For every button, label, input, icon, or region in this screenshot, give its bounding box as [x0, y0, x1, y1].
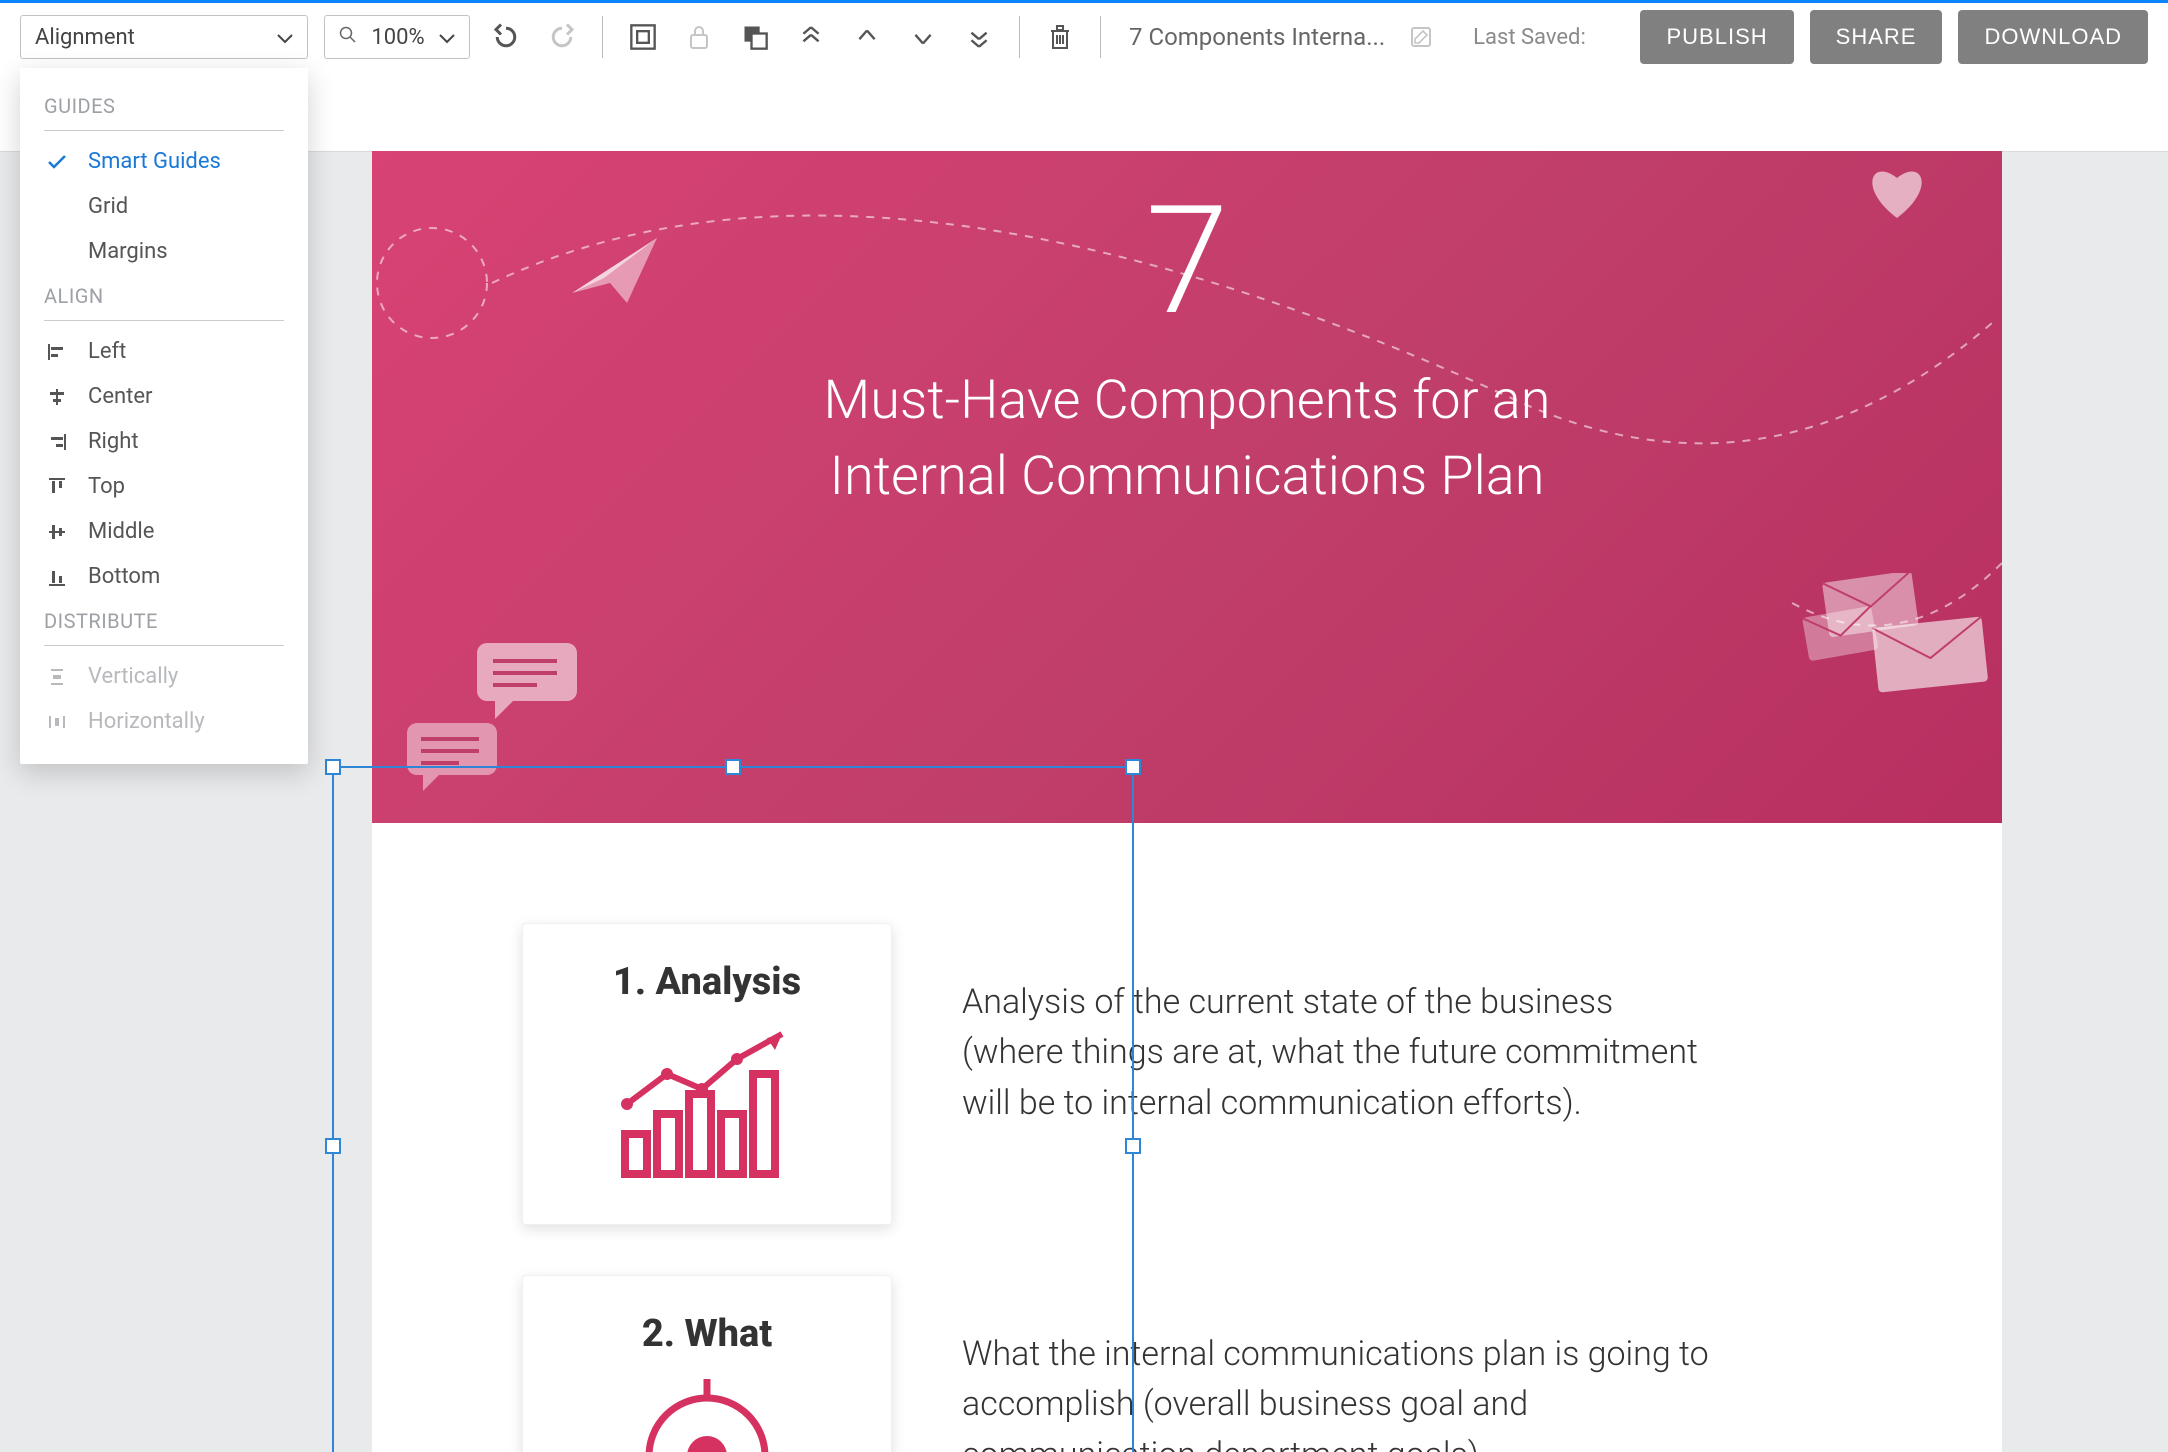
- menu-item-label: Horizontally: [88, 709, 205, 734]
- search-icon: [339, 25, 357, 50]
- card-analysis[interactable]: 1. Analysis: [522, 923, 892, 1225]
- zoom-dropdown[interactable]: 100%: [324, 15, 470, 59]
- align-left-icon: [44, 342, 70, 362]
- main-toolbar: Alignment 100%: [0, 3, 2168, 71]
- menu-item-align-top[interactable]: Top: [20, 464, 308, 509]
- hero-title-line1: Must-Have Components for an: [824, 369, 1551, 432]
- chevron-down-icon: [277, 25, 293, 50]
- selection-handle[interactable]: [325, 1138, 341, 1154]
- section-label-guides: GUIDES: [20, 84, 308, 126]
- hero-title-line2: Internal Communications Plan: [830, 445, 1545, 508]
- edit-title-button[interactable]: [1401, 17, 1441, 57]
- menu-item-label: Left: [88, 339, 126, 364]
- undo-button[interactable]: [486, 17, 526, 57]
- bar-chart-growth-icon: [617, 1024, 797, 1184]
- check-icon: [44, 154, 70, 170]
- last-saved-label: Last Saved:: [1473, 25, 1586, 50]
- card-title: 2. What: [551, 1312, 863, 1356]
- bring-forward-button[interactable]: [847, 17, 887, 57]
- section-divider: [44, 645, 284, 646]
- card-description: What the internal communications plan is…: [962, 1275, 1722, 1452]
- menu-item-label: Middle: [88, 519, 154, 544]
- menu-item-label: Grid: [88, 194, 128, 219]
- target-icon: [617, 1376, 797, 1452]
- selection-handle[interactable]: [325, 759, 341, 775]
- menu-item-label: Top: [88, 474, 125, 499]
- chat-bubble-icon: [477, 643, 587, 725]
- menu-item-smart-guides[interactable]: Smart Guides: [20, 139, 308, 184]
- paper-plane-icon: [572, 238, 662, 308]
- content-row: 2. What What the internal communications…: [522, 1275, 1942, 1452]
- document-title: 7 Components Interna...: [1129, 23, 1385, 51]
- menu-item-distribute-vertically: Vertically: [20, 654, 308, 699]
- section-divider: [44, 320, 284, 321]
- menu-item-align-right[interactable]: Right: [20, 419, 308, 464]
- redo-button[interactable]: [542, 17, 582, 57]
- heart-icon: [1862, 163, 1932, 223]
- group-button[interactable]: [623, 17, 663, 57]
- align-center-icon: [44, 387, 70, 407]
- menu-item-label: Vertically: [88, 664, 178, 689]
- share-button[interactable]: SHARE: [1810, 10, 1943, 64]
- align-right-icon: [44, 432, 70, 452]
- delete-button[interactable]: [1040, 17, 1080, 57]
- hero-title: Must-Have Components for an Internal Com…: [372, 363, 2002, 514]
- card-title: 1. Analysis: [551, 960, 863, 1004]
- card-what[interactable]: 2. What: [522, 1275, 892, 1452]
- send-to-back-button[interactable]: [959, 17, 999, 57]
- zoom-dropdown-label: 100%: [371, 25, 424, 50]
- lock-button[interactable]: [679, 17, 719, 57]
- canvas-area[interactable]: 7 Must-Have Components for an Internal C…: [0, 151, 2168, 1452]
- alignment-dropdown-panel: GUIDES Smart Guides Grid Margins ALIGN L…: [20, 68, 308, 764]
- copy-button[interactable]: [735, 17, 775, 57]
- distribute-vertical-icon: [44, 667, 70, 687]
- toolbar-divider: [1019, 16, 1020, 58]
- content-row: 1. Analysis: [522, 923, 1942, 1225]
- menu-item-label: Smart Guides: [88, 149, 221, 174]
- menu-item-label: Margins: [88, 239, 168, 264]
- section-label-align: ALIGN: [20, 274, 308, 316]
- card-description: Analysis of the current state of the bus…: [962, 923, 1722, 1128]
- infographic-page[interactable]: 7 Must-Have Components for an Internal C…: [372, 151, 2002, 1452]
- menu-item-margins[interactable]: Margins: [20, 229, 308, 274]
- envelopes-icon: [1802, 573, 1992, 703]
- menu-item-align-middle[interactable]: Middle: [20, 509, 308, 554]
- menu-item-distribute-horizontally: Horizontally: [20, 699, 308, 744]
- section-label-distribute: DISTRIBUTE: [20, 599, 308, 641]
- toolbar-divider: [1100, 16, 1101, 58]
- menu-item-grid[interactable]: Grid: [20, 184, 308, 229]
- align-bottom-icon: [44, 567, 70, 587]
- alignment-dropdown[interactable]: Alignment: [20, 15, 308, 59]
- alignment-dropdown-label: Alignment: [35, 25, 135, 50]
- chevron-down-icon: [439, 25, 455, 50]
- align-top-icon: [44, 477, 70, 497]
- publish-button[interactable]: PUBLISH: [1640, 10, 1793, 64]
- section-divider: [44, 130, 284, 131]
- hero-number: 7: [1145, 173, 1228, 349]
- hero-section[interactable]: 7 Must-Have Components for an Internal C…: [372, 151, 2002, 823]
- download-button[interactable]: DOWNLOAD: [1958, 10, 2148, 64]
- sub-toolbar: [0, 71, 2168, 151]
- menu-item-align-bottom[interactable]: Bottom: [20, 554, 308, 599]
- menu-item-label: Center: [88, 384, 152, 409]
- toolbar-divider: [602, 16, 603, 58]
- distribute-horizontal-icon: [44, 712, 70, 732]
- menu-item-label: Right: [88, 429, 139, 454]
- body-section: 1. Analysis: [372, 823, 2002, 1452]
- bring-to-front-button[interactable]: [791, 17, 831, 57]
- menu-item-label: Bottom: [88, 564, 160, 589]
- chat-bubble-icon: [407, 723, 507, 797]
- send-backward-button[interactable]: [903, 17, 943, 57]
- menu-item-align-left[interactable]: Left: [20, 329, 308, 374]
- menu-item-align-center[interactable]: Center: [20, 374, 308, 419]
- align-middle-icon: [44, 522, 70, 542]
